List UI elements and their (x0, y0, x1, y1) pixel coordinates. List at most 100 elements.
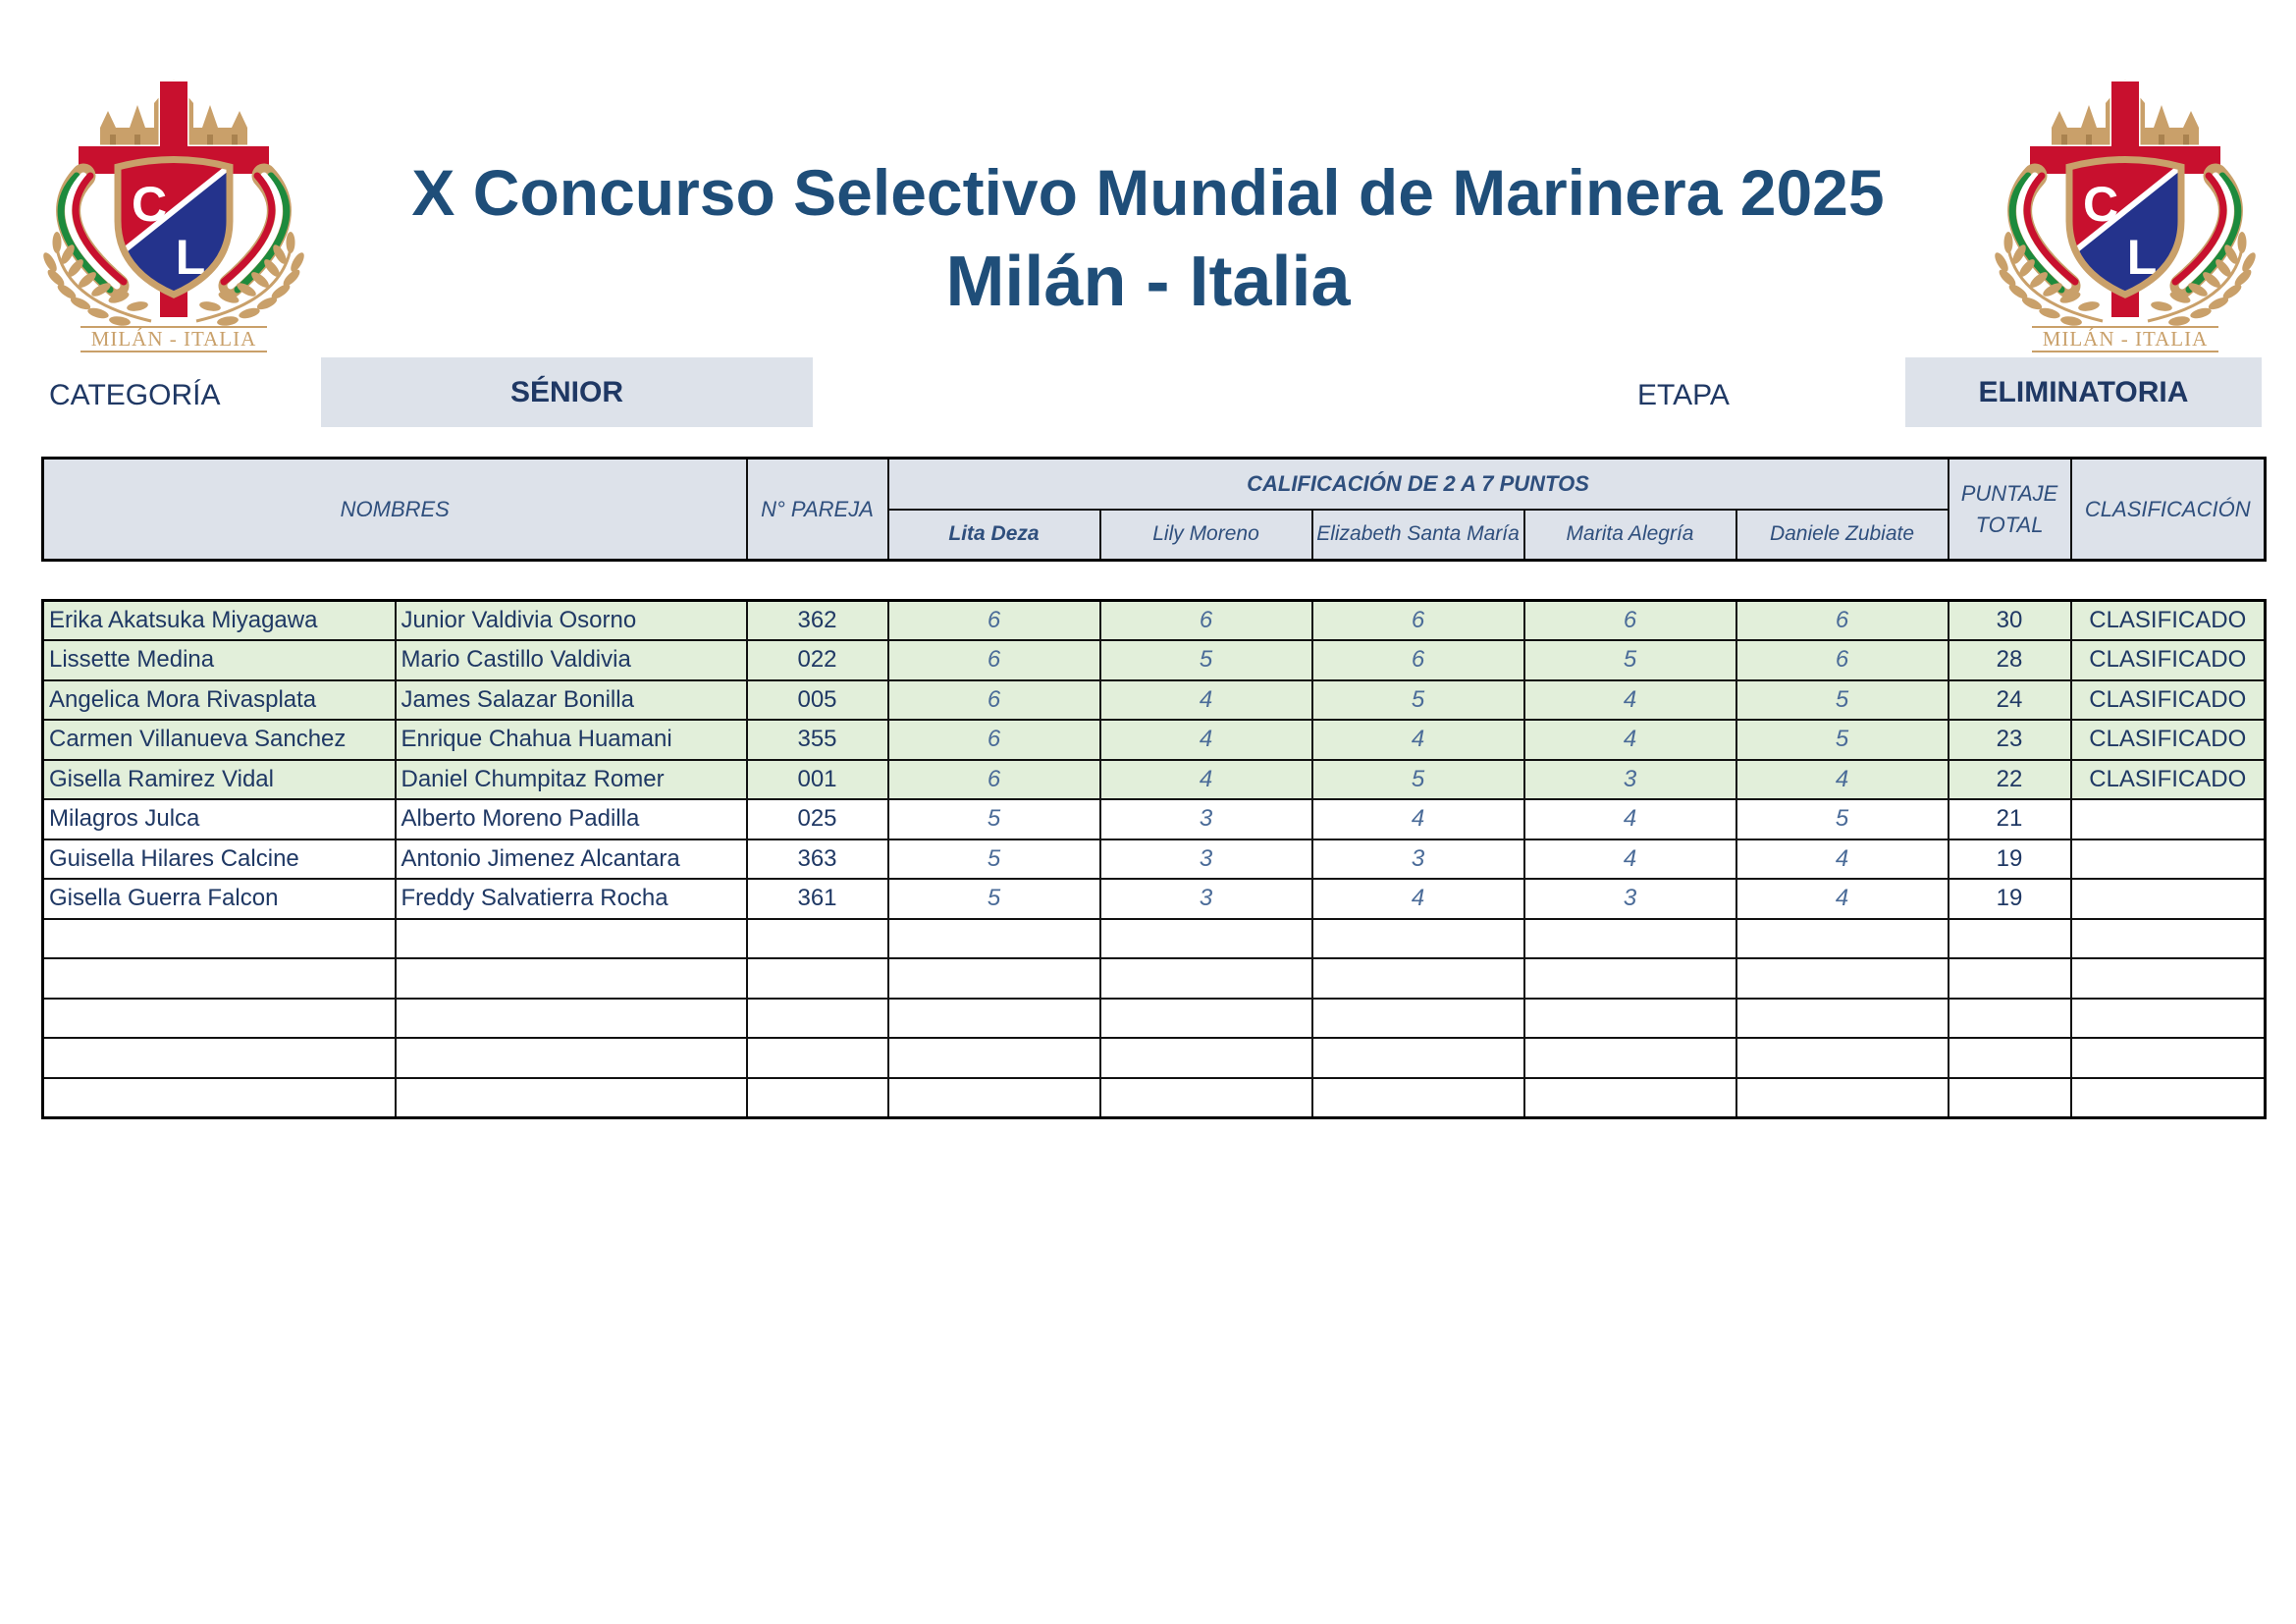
judge-score-3: 4 (1310, 719, 1525, 761)
total-score: 28 (1947, 639, 2072, 681)
judge-header-5: Daniele Zubiate (1735, 508, 1949, 562)
judge-score-4: 4 (1522, 678, 1737, 721)
classification-status (2069, 798, 2267, 840)
judge-score-2: 6 (1098, 599, 1313, 641)
empty-cell (745, 1037, 889, 1079)
result-row: Angelica Mora Rivasplata James Salazar Bo… (41, 678, 2267, 721)
empty-cell (745, 957, 889, 1000)
partner-b-name: Junior Valdivia Osorno (394, 599, 748, 641)
partner-b-name: Antonio Jimenez Alcantara (394, 838, 748, 880)
empty-cell (41, 1037, 397, 1079)
judge-score-5: 6 (1735, 599, 1949, 641)
crest-logo-left: C L MILÁN - ITALIA (41, 74, 306, 353)
pair-number: 363 (745, 838, 889, 880)
judge-score-2: 5 (1098, 639, 1313, 681)
classification-status: CLASIFICADO (2069, 719, 2267, 761)
empty-cell (1522, 957, 1737, 1000)
empty-cell (41, 997, 397, 1039)
judge-score-4: 3 (1522, 878, 1737, 920)
judge-score-2: 3 (1098, 838, 1313, 880)
classification-status: CLASIFICADO (2069, 758, 2267, 800)
laurel-right (195, 232, 304, 326)
empty-cell (1310, 997, 1525, 1039)
empty-cell (1522, 1037, 1737, 1079)
partner-b-name: Mario Castillo Valdivia (394, 639, 748, 681)
results-body: Erika Akatsuka Miyagawa Junior Valdivia O… (41, 599, 2267, 1118)
judge-score-2: 4 (1098, 758, 1313, 800)
judge-score-4: 4 (1522, 719, 1737, 761)
judge-score-5: 5 (1735, 719, 1949, 761)
pair-number: 361 (745, 878, 889, 920)
empty-cell (886, 1076, 1101, 1118)
partner-a-name: Carmen Villanueva Sanchez (41, 719, 397, 761)
total-score: 22 (1947, 758, 2072, 800)
total-score: 21 (1947, 798, 2072, 840)
total-score: 24 (1947, 678, 2072, 721)
judge-score-2: 4 (1098, 719, 1313, 761)
judge-header-2: Lily Moreno (1098, 508, 1313, 562)
empty-cell (2069, 917, 2267, 959)
tricolor-ribbon-right (2169, 163, 2243, 298)
stage-value: ELIMINATORIA (1905, 357, 2262, 427)
empty-cell (2069, 1037, 2267, 1079)
judge-score-5: 5 (1735, 798, 1949, 840)
empty-cell (1310, 957, 1525, 1000)
judge-score-1: 5 (886, 838, 1101, 880)
crest-caption-text: MILÁN - ITALIA (2043, 327, 2209, 351)
empty-cell (1735, 1076, 1949, 1118)
cathedral-windows (110, 135, 238, 148)
empty-cell (745, 917, 889, 959)
judge-score-2: 4 (1098, 678, 1313, 721)
result-row: Carmen Villanueva Sanchez Enrique Chahua … (41, 719, 2267, 761)
judge-score-3: 6 (1310, 599, 1525, 641)
empty-cell (1947, 997, 2072, 1039)
result-row: Gisella Ramirez Vidal Daniel Chumpitaz Ro… (41, 758, 2267, 800)
category-label: CATEGORÍA (49, 379, 221, 411)
total-score: 19 (1947, 878, 2072, 920)
partner-b-name: Enrique Chahua Huamani (394, 719, 748, 761)
empty-cell (886, 957, 1101, 1000)
partner-a-name: Milagros Julca (41, 798, 397, 840)
results-header-table: NOMBRES N° PAREJA CALIFICACIÓN DE 2 A 7 … (41, 457, 2267, 562)
judge-score-5: 4 (1735, 878, 1949, 920)
empty-cell (394, 917, 748, 959)
empty-cell (2069, 1076, 2267, 1118)
pair-number: 005 (745, 678, 889, 721)
judge-score-3: 4 (1310, 878, 1525, 920)
partner-a-name: Gisella Guerra Falcon (41, 878, 397, 920)
classification-status: CLASIFICADO (2069, 599, 2267, 641)
empty-cell (394, 957, 748, 1000)
empty-cell (1947, 957, 2072, 1000)
judge-score-1: 5 (886, 798, 1101, 840)
judge-score-5: 4 (1735, 758, 1949, 800)
empty-cell (1098, 1076, 1313, 1118)
empty-row (41, 1037, 2267, 1079)
empty-cell (1522, 1076, 1737, 1118)
empty-cell (41, 957, 397, 1000)
judge-score-3: 5 (1310, 678, 1525, 721)
result-row: Guisella Hilares Calcine Antonio Jimenez … (41, 838, 2267, 880)
names-header: NOMBRES (41, 457, 748, 562)
pair-number-header: N° PAREJA (745, 457, 889, 562)
empty-cell (1098, 957, 1313, 1000)
empty-cell (41, 1076, 397, 1118)
result-row: Lissette Medina Mario Castillo Valdivia 02… (41, 639, 2267, 681)
partner-b-name: James Salazar Bonilla (394, 678, 748, 721)
empty-cell (1522, 917, 1737, 959)
partner-a-name: Angelica Mora Rivasplata (41, 678, 397, 721)
judge-score-3: 4 (1310, 798, 1525, 840)
empty-cell (1947, 917, 2072, 959)
result-row: Milagros Julca Alberto Moreno Padilla 025 5… (41, 798, 2267, 840)
empty-cell (1947, 1037, 2072, 1079)
judge-header-4: Marita Alegría (1522, 508, 1737, 562)
total-score: 30 (1947, 599, 2072, 641)
club-crest-logo-right: C L MILÁN - ITALIA (1995, 80, 2256, 352)
crest-letter-c: C (132, 177, 167, 232)
pair-number: 362 (745, 599, 889, 641)
judge-score-4: 4 (1522, 798, 1737, 840)
result-row: Erika Akatsuka Miyagawa Junior Valdivia O… (41, 599, 2267, 641)
empty-cell (394, 997, 748, 1039)
classification-status (2069, 878, 2267, 920)
header-row-top: NOMBRES N° PAREJA CALIFICACIÓN DE 2 A 7 … (41, 457, 2267, 562)
judge-score-5: 5 (1735, 678, 1949, 721)
